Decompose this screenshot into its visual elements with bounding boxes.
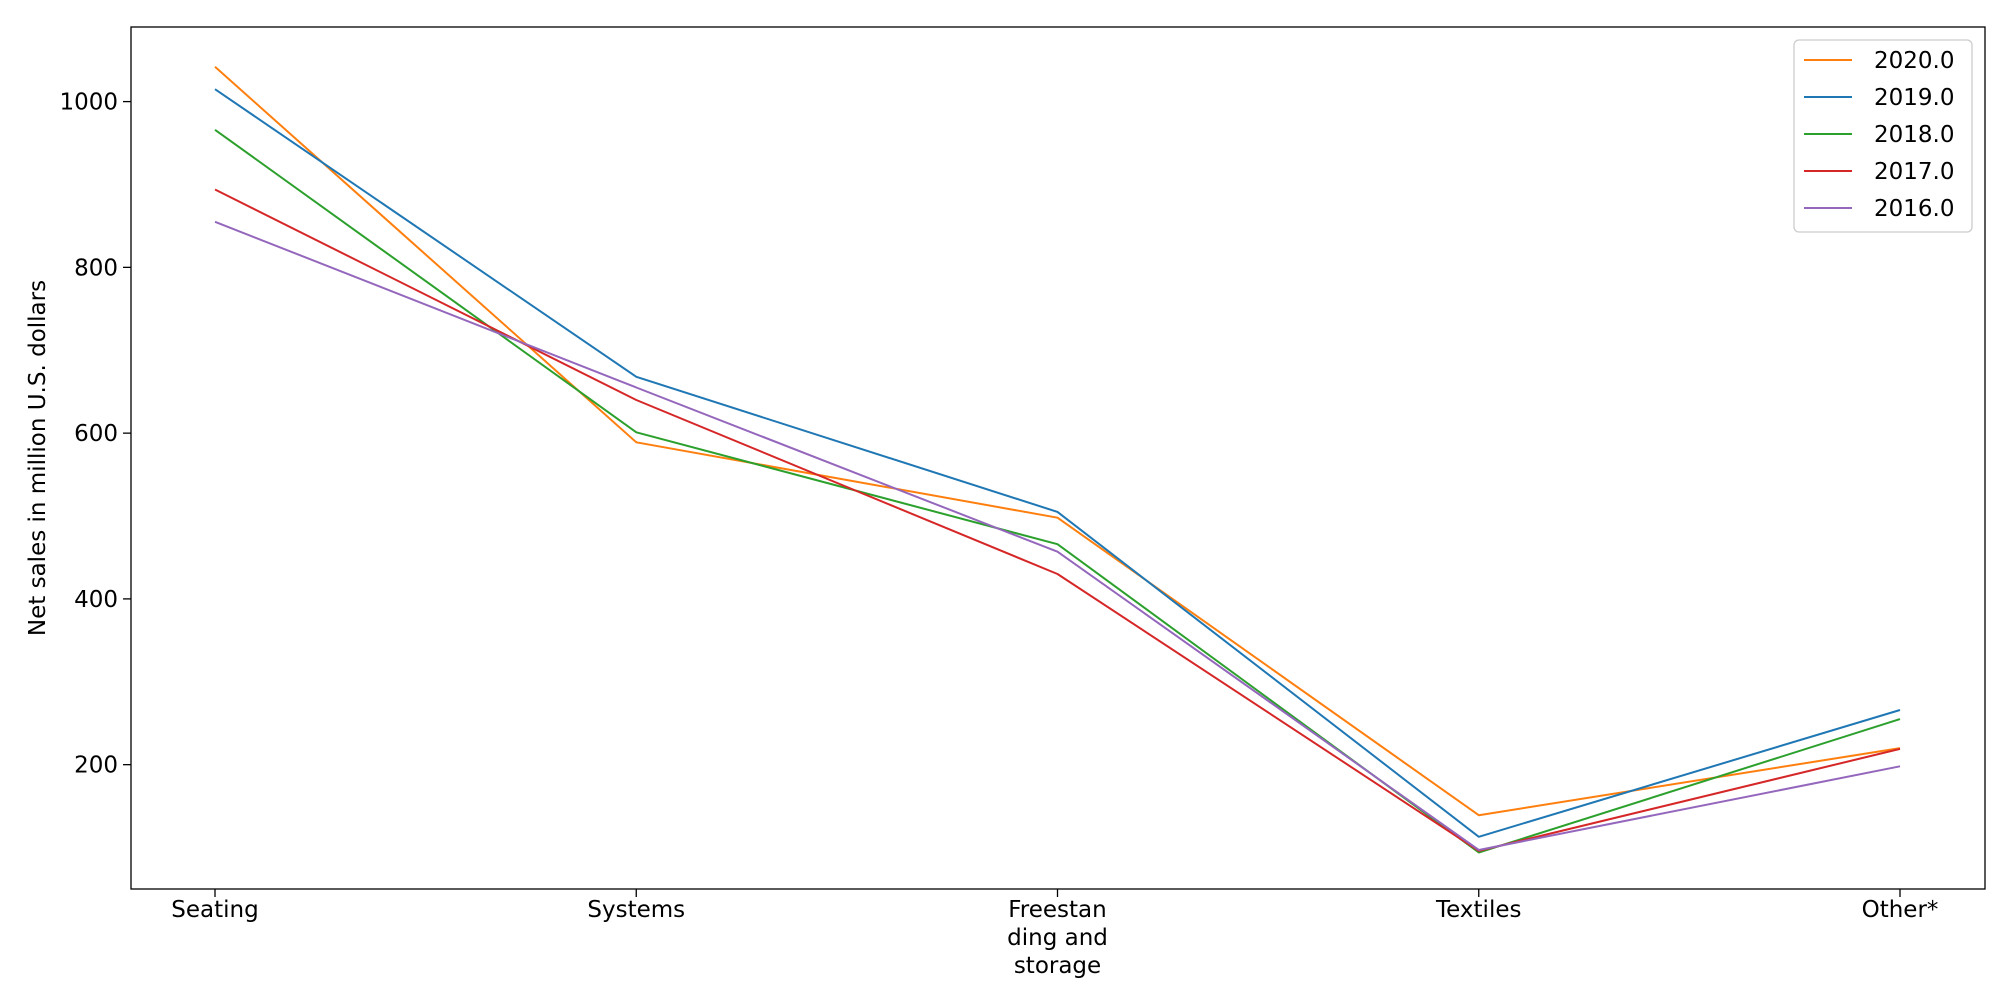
legend-label: 2019.0 <box>1874 85 1954 111</box>
series-line-2018-0 <box>215 130 1900 853</box>
x-tick-label: Seating <box>171 897 258 923</box>
x-tick-label: ding and <box>1007 925 1108 951</box>
series-lines <box>215 67 1900 853</box>
y-axis: 200 400 600 800 1000 <box>59 90 131 779</box>
legend-label: 2020.0 <box>1874 48 1954 74</box>
y-tick-label: 1000 <box>59 90 118 116</box>
x-tick-label: Systems <box>587 897 685 923</box>
x-tick-label: storage <box>1014 953 1101 979</box>
legend-label: 2018.0 <box>1874 122 1954 148</box>
series-line-2020-0 <box>215 67 1900 815</box>
x-tick-label: Other* <box>1862 897 1939 923</box>
legend: 2020.0 2019.0 2018.0 2017.0 2016.0 <box>1794 40 1972 232</box>
legend-label: 2016.0 <box>1874 196 1954 222</box>
legend-label: 2017.0 <box>1874 159 1954 185</box>
y-tick-label: 400 <box>74 587 118 613</box>
series-line-2019-0 <box>215 89 1900 837</box>
x-tick-label: Textiles <box>1435 897 1521 923</box>
y-axis-title: Net sales in million U.S. dollars <box>25 280 51 636</box>
series-line-2017-0 <box>215 190 1900 851</box>
y-tick-label: 800 <box>74 255 118 281</box>
y-tick-label: 200 <box>74 753 118 779</box>
plot-area-frame <box>131 27 1985 889</box>
x-tick-label: Freestan <box>1008 897 1106 923</box>
y-tick-label: 600 <box>74 421 118 447</box>
